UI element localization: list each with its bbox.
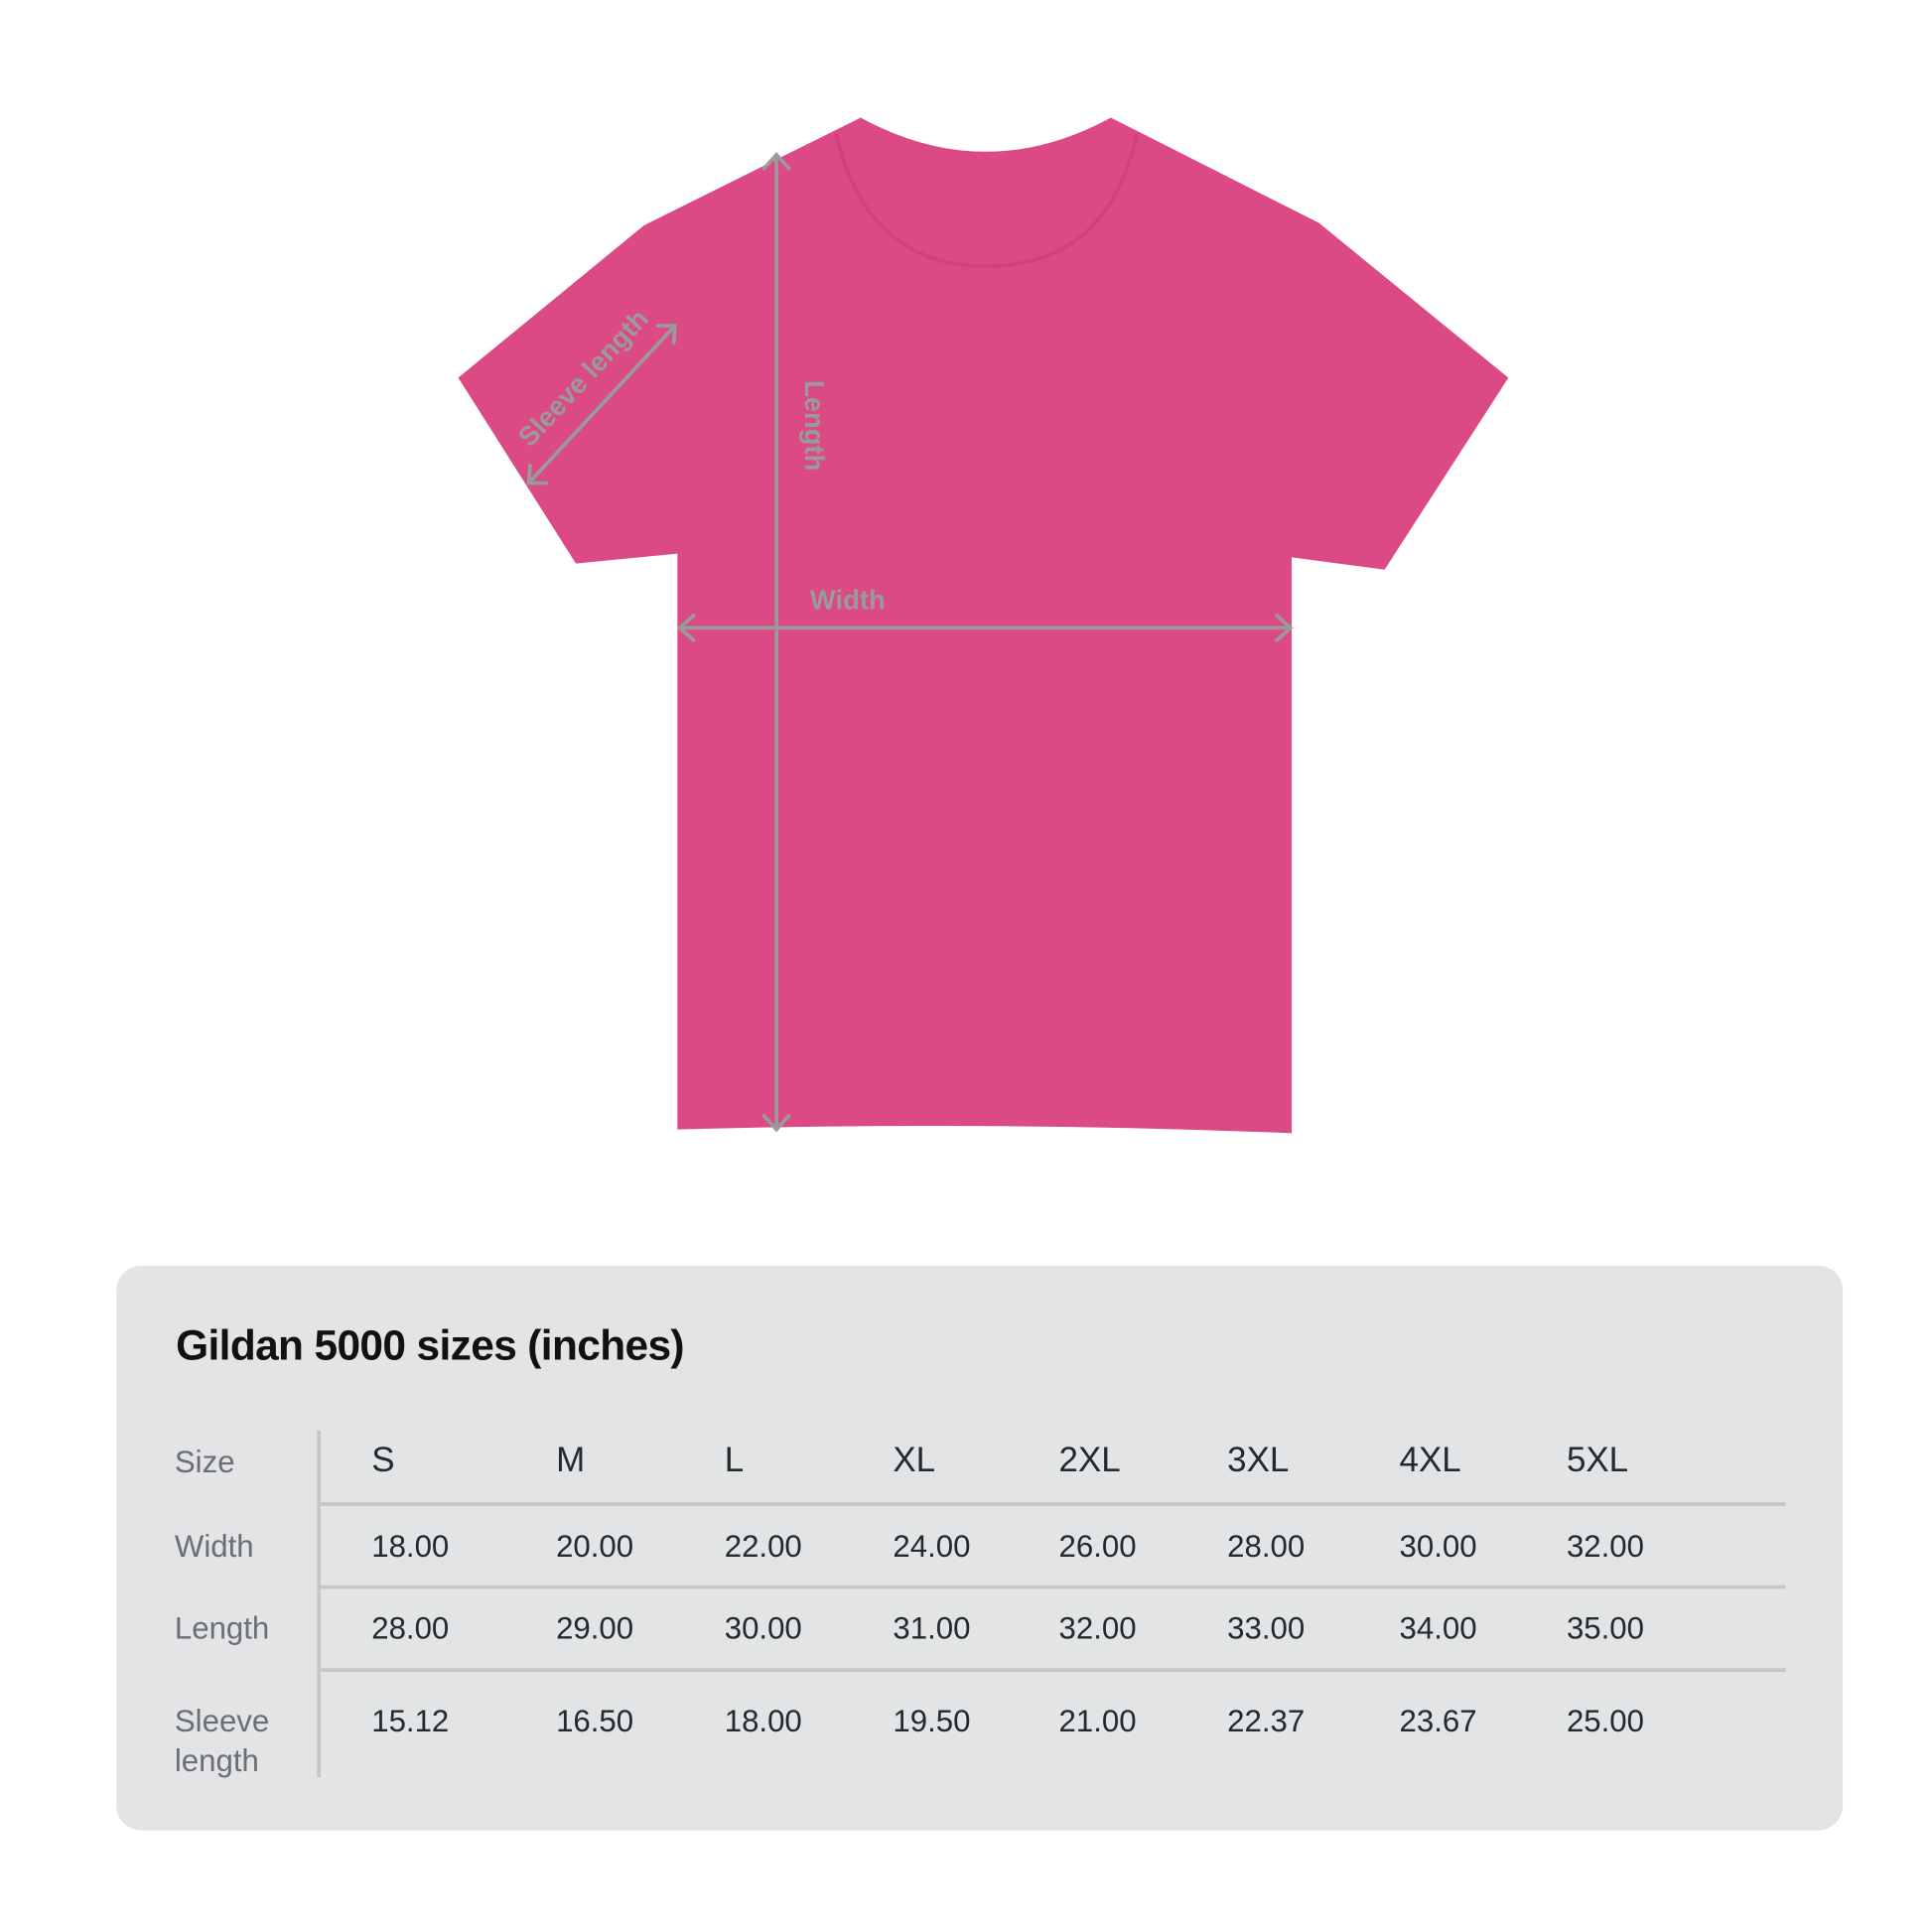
size-header: 2XL [1058,1440,1121,1479]
size-header: 3XL [1227,1440,1290,1479]
arrow-head [677,614,696,642]
table-cell: 20.00 [556,1529,634,1565]
table-cell: 21.00 [1058,1704,1137,1739]
table-cell: 22.37 [1227,1704,1306,1739]
table-cell: 28.00 [1227,1529,1306,1565]
table-cell: 34.00 [1399,1610,1477,1646]
table-cell: 23.67 [1399,1704,1477,1739]
table-cell: 15.12 [371,1704,450,1739]
row-label: Width [174,1529,254,1565]
row-label: Size [174,1445,235,1480]
table-cell: 30.00 [1399,1529,1477,1565]
table-title: Gildan 5000 sizes (inches) [176,1322,684,1370]
length-label: Length [799,380,830,471]
table-cell: 19.50 [893,1704,971,1739]
arrow-head [1275,614,1294,642]
table-cell: 31.00 [893,1610,971,1646]
arrow-head [761,152,791,171]
table-cell: 18.00 [724,1704,802,1739]
tshirt-diagram: Sleeve length Length Width [458,117,1509,1134]
size-header: M [556,1440,586,1479]
size-table-panel: Gildan 5000 sizes (inches) Size Width Leng… [116,1265,1844,1831]
table-cell: 32.00 [1566,1529,1645,1565]
table-cell: 16.50 [556,1704,634,1739]
table-cell: 25.00 [1566,1704,1645,1739]
arrow-head [526,464,548,485]
arrow-head [655,324,677,345]
size-header: XL [893,1440,936,1479]
tshirt-shape [458,117,1509,1134]
size-header: 5XL [1566,1440,1629,1479]
table-cell: 33.00 [1227,1610,1306,1646]
row-label: Sleeve length [174,1704,270,1779]
row-divider [319,1502,1786,1506]
table-cell: 29.00 [556,1610,634,1646]
size-header: S [371,1440,395,1479]
size-header: L [724,1440,745,1479]
table-cell: 18.00 [371,1529,450,1565]
row-label: Length [174,1610,270,1646]
row-divider [319,1668,1786,1672]
arrow-head [761,1114,791,1133]
table-cell: 24.00 [893,1529,971,1565]
sleeve-guide [526,324,677,485]
table-cell: 35.00 [1566,1610,1645,1646]
width-label: Width [810,585,886,616]
column-divider [317,1430,322,1778]
collar [834,133,1139,269]
table-cell: 22.00 [724,1529,802,1565]
table-cell: 28.00 [371,1610,450,1646]
table-cell: 32.00 [1058,1610,1137,1646]
table-cell: 30.00 [724,1610,802,1646]
table-cell: 26.00 [1058,1529,1137,1565]
row-divider [319,1585,1786,1589]
size-header: 4XL [1399,1440,1461,1479]
